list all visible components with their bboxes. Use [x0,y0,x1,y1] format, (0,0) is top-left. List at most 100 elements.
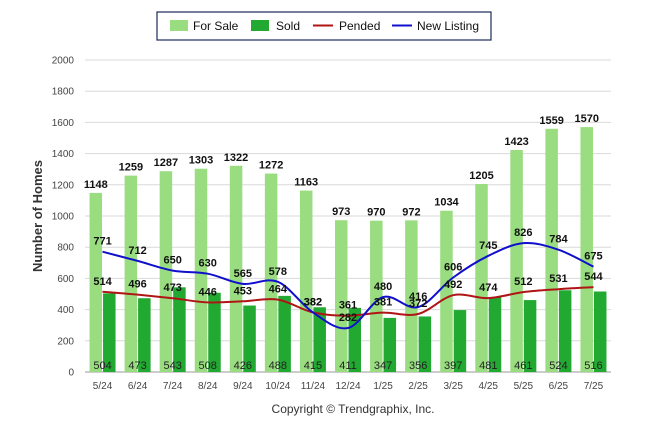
data-label-pended: 446 [199,286,217,298]
x-tick-label: 11/24 [301,381,326,392]
lines [102,241,594,330]
data-label-sold: 524 [549,360,567,372]
data-label-pended: 381 [374,297,392,309]
y-tick-label: 200 [57,336,74,347]
data-label-new-listing: 480 [374,281,392,293]
data-label-pended: 382 [304,296,322,308]
bar-sold [173,287,186,372]
bar-sold [488,296,502,372]
bar-for-sale [89,192,103,372]
data-label-sold: 473 [128,360,146,372]
bar-for-sale [475,184,488,372]
bar-for-sale [545,128,558,372]
data-label-new-listing: 630 [199,258,217,270]
x-tick-label: 8/24 [198,381,218,392]
data-label-new-listing: 826 [514,227,532,239]
bar-for-sale [335,220,348,372]
data-label-pended: 531 [549,273,567,285]
x-tick-label: 7/25 [584,381,604,392]
data-label-pended: 512 [514,276,532,288]
x-tick-label: 2/25 [408,381,428,392]
data-label-new-listing: 282 [339,312,357,324]
y-axis-ticks: 0 200 400 600 800 1000 1200 1400 1600 1800 2000 [52,56,75,379]
bar-for-sale [370,220,383,372]
legend-swatch-sold [251,20,269,31]
bar-sold [348,307,361,372]
data-label-sold: 347 [374,360,392,372]
data-label-new-listing: 382 [304,296,322,308]
legend-swatch-for-sale [170,20,188,31]
x-tick-label: 1/25 [373,381,393,392]
x-tick-label: 6/25 [549,381,569,392]
data-label-for-sale: 1287 [154,157,178,169]
data-labels: 1148 504 1259 473 1287 543 1303 508 1322 426 1272 4… [84,113,604,372]
y-tick-label: 1400 [52,149,75,160]
data-label-for-sale: 972 [402,206,420,218]
data-label-new-listing: 606 [444,261,462,273]
legend-label-for-sale: For Sale [193,19,239,33]
bar-sold [593,291,607,372]
bar-for-sale [159,171,173,372]
data-label-for-sale: 1034 [434,197,459,209]
x-axis-ticks: 5/24 6/24 7/24 8/24 9/24 10/24 11/24 12/24 1/25 2… [93,381,604,392]
bar-for-sale [299,190,313,372]
data-label-new-listing: 650 [163,255,181,267]
data-label-new-listing: 771 [93,236,111,248]
legend-label-new-listing: New Listing [417,19,479,33]
data-label-new-listing: 712 [128,245,146,257]
legend-label-sold: Sold [276,19,300,33]
data-label-pended: 453 [234,285,252,297]
x-tick-label: 6/24 [128,381,148,392]
bar-for-sale [405,220,418,372]
x-tick-label: 9/24 [233,381,253,392]
x-tick-label: 3/25 [443,381,463,392]
y-tick-label: 1000 [52,212,75,223]
bar-for-sale [229,165,243,372]
data-label-new-listing: 565 [234,268,252,280]
bar-for-sale [440,210,453,372]
data-label-for-sale: 1322 [224,152,248,164]
bar-for-sale [580,127,593,372]
bar-sold [453,310,467,372]
data-label-new-listing: 745 [479,240,497,252]
y-tick-label: 1200 [52,180,75,191]
data-label-pended: 492 [444,279,462,291]
y-tick-label: 1800 [52,87,75,98]
grid [85,59,611,373]
bar-sold [523,300,537,372]
data-label-for-sale: 1272 [259,160,283,172]
x-tick-label: 5/24 [93,381,113,392]
data-label-sold: 397 [444,360,462,372]
data-label-sold: 461 [514,360,532,372]
bar-for-sale [124,175,138,372]
data-label-pended: 496 [128,279,146,291]
data-label-sold: 415 [304,360,322,372]
bar-sold [243,305,256,372]
y-tick-label: 2000 [52,56,75,67]
data-label-pended: 473 [163,282,181,294]
copyright-credit: Copyright © Trendgraphix, Inc. [272,402,435,416]
bar-for-sale [194,168,208,372]
data-label-pended: 544 [584,271,603,283]
bar-sold [313,307,326,372]
bar-sold [418,316,432,372]
x-tick-label: 7/24 [163,381,183,392]
data-label-new-listing: 675 [584,251,602,263]
data-label-pended: 361 [339,300,357,312]
legend: For Sale Sold Pended New Listing [156,11,492,41]
data-label-for-sale: 970 [367,207,385,219]
data-label-new-listing: 578 [269,266,287,278]
data-label-sold: 488 [269,360,287,372]
data-label-sold: 508 [199,360,217,372]
bar-sold [138,298,151,372]
data-label-new-listing: 784 [549,234,568,246]
data-label-for-sale: 1303 [189,155,213,167]
line-new-listing [102,241,594,330]
data-label-sold: 481 [479,360,497,372]
data-label-for-sale: 1205 [469,170,493,182]
data-label-for-sale: 1148 [84,179,108,191]
data-label-sold: 411 [339,360,357,372]
data-label-for-sale: 1423 [504,136,528,148]
data-label-sold: 543 [163,360,181,372]
